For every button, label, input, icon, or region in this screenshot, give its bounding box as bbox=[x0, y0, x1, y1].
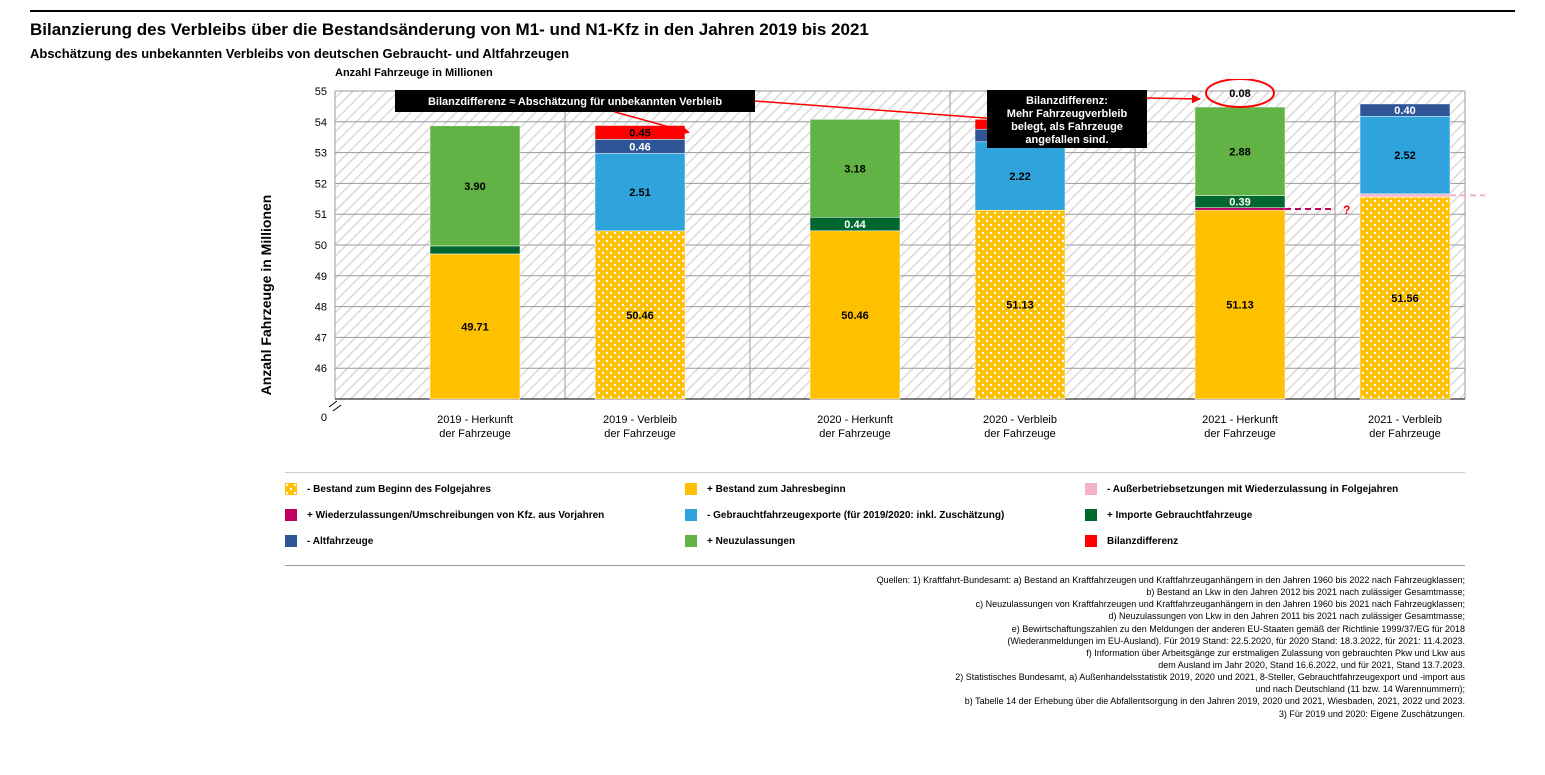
legend-label: + Bestand zum Jahresbeginn bbox=[707, 484, 846, 495]
legend-item: + Neuzulassungen bbox=[685, 535, 1065, 547]
legend-swatch bbox=[285, 483, 297, 495]
y-tick-label: 47 bbox=[315, 332, 327, 344]
legend-label: + Importe Gebrauchtfahrzeuge bbox=[1107, 510, 1252, 521]
bar-value-label: 2.51 bbox=[629, 187, 650, 199]
legend-swatch bbox=[1085, 509, 1097, 521]
y-tick-label: 53 bbox=[315, 148, 327, 160]
callout-text: Bilanzdifferenz: bbox=[1026, 95, 1108, 107]
legend-swatch bbox=[1085, 535, 1097, 547]
sources-block: Quellen: 1) Kraftfahrt-Bundesamt: a) Bes… bbox=[285, 565, 1465, 720]
legend-label: - Gebrauchtfahrzeugexporte (für 2019/202… bbox=[707, 510, 1004, 521]
source-line: b) Bestand an Lkw in den Jahren 2012 bis… bbox=[285, 586, 1465, 598]
callout-arrow bbox=[1147, 98, 1200, 99]
source-line: e) Bewirtschaftungszahlen zu den Meldung… bbox=[285, 623, 1465, 635]
x-category-label: der Fahrzeuge bbox=[819, 428, 891, 440]
source-line: Quellen: 1) Kraftfahrt-Bundesamt: a) Bes… bbox=[285, 574, 1465, 586]
bar-value-label: 2.52 bbox=[1394, 150, 1415, 162]
bar-value-label: 3.18 bbox=[844, 163, 865, 175]
bar-value-label: 0.46 bbox=[629, 141, 650, 153]
legend-swatch bbox=[685, 483, 697, 495]
y-tick-label: 49 bbox=[315, 271, 327, 283]
bar-segment bbox=[430, 246, 520, 254]
x-category-label: der Fahrzeuge bbox=[1369, 428, 1441, 440]
y-tick-label: 55 bbox=[315, 86, 327, 98]
bar-value-label: 51.13 bbox=[1006, 300, 1034, 312]
bar-segment bbox=[1360, 194, 1450, 197]
y-tick-label: 54 bbox=[315, 117, 327, 129]
legend-swatch bbox=[285, 535, 297, 547]
y-tick-label: 48 bbox=[315, 302, 327, 314]
y-tick-label: 46 bbox=[315, 363, 327, 375]
y-tick-label: 52 bbox=[315, 178, 327, 190]
circled-value: 0.08 bbox=[1229, 88, 1250, 100]
bar-value-label: 2.88 bbox=[1229, 146, 1250, 158]
page-subtitle: Abschätzung des unbekannten Verbleibs vo… bbox=[30, 46, 1515, 61]
page-title: Bilanzierung des Verbleibs über die Best… bbox=[30, 20, 1515, 40]
y-tick-label: 51 bbox=[315, 209, 327, 221]
legend-item: - Altfahrzeuge bbox=[285, 535, 665, 547]
x-category-label: der Fahrzeuge bbox=[984, 428, 1056, 440]
x-category-label: der Fahrzeuge bbox=[604, 428, 676, 440]
source-line: b) Tabelle 14 der Erhebung über die Abfa… bbox=[285, 695, 1465, 707]
legend-swatch bbox=[1085, 483, 1097, 495]
legend-item: + Wiederzulassungen/Umschreibungen von K… bbox=[285, 509, 665, 521]
source-line: c) Neuzulassungen von Kraftfahrzeugen un… bbox=[285, 598, 1465, 610]
y-tick-label: 50 bbox=[315, 240, 327, 252]
bar-value-label: 49.71 bbox=[461, 321, 489, 333]
bar-value-label: 3.90 bbox=[464, 181, 485, 193]
legend-item: - Bestand zum Beginn des Folgejahres bbox=[285, 483, 665, 495]
source-line: dem Ausland im Jahr 2020, Stand 16.6.202… bbox=[285, 659, 1465, 671]
x-category-label: 2021 - Herkunft bbox=[1202, 414, 1278, 426]
legend-swatch bbox=[285, 509, 297, 521]
source-line: d) Neuzulassungen von Lkw in den Jahren … bbox=[285, 610, 1465, 622]
source-line: und nach Deutschland (11 bzw. 14 Warennu… bbox=[285, 683, 1465, 695]
legend: - Bestand zum Beginn des Folgejahres + Be… bbox=[285, 472, 1465, 547]
x-category-label: 2021 - Verbleib bbox=[1368, 414, 1442, 426]
bar-value-label: 0.40 bbox=[1394, 105, 1415, 117]
legend-swatch bbox=[685, 509, 697, 521]
callout-text: Bilanzdifferenz ≈ Abschätzung für unbeka… bbox=[428, 96, 722, 108]
legend-label: - Bestand zum Beginn des Folgejahres bbox=[307, 484, 491, 495]
legend-item: + Bestand zum Jahresbeginn bbox=[685, 483, 1065, 495]
bar-value-label: 0.45 bbox=[629, 127, 650, 139]
bar-value-label: 0.44 bbox=[844, 219, 866, 231]
source-line: (Wiederanmeldungen im EU-Ausland). Für 2… bbox=[285, 635, 1465, 647]
legend-label: - Altfahrzeuge bbox=[307, 536, 373, 547]
x-category-label: der Fahrzeuge bbox=[1204, 428, 1276, 440]
bar-value-label: 2.22 bbox=[1009, 171, 1030, 183]
source-line: 3) Für 2019 und 2020: Eigene Zuschätzung… bbox=[285, 708, 1465, 720]
bar-value-label: 51.56 bbox=[1391, 293, 1419, 305]
source-line: f) Information über Arbeitsgänge zur ers… bbox=[285, 647, 1465, 659]
chart-unit-label: Anzahl Fahrzeuge in Millionen bbox=[335, 67, 493, 79]
source-line: 2) Statistisches Bundesamt, a) Außenhand… bbox=[285, 671, 1465, 683]
legend-label: + Neuzulassungen bbox=[707, 536, 795, 547]
x-category-label: der Fahrzeuge bbox=[439, 428, 511, 440]
callout-text: belegt, als Fahrzeuge bbox=[1011, 121, 1123, 133]
legend-item: + Importe Gebrauchtfahrzeuge bbox=[1085, 509, 1465, 521]
callout-text: angefallen sind. bbox=[1025, 134, 1108, 146]
y-zero-label: 0 bbox=[321, 412, 327, 424]
y-axis-title: Anzahl Fahrzeuge in Millionen bbox=[258, 155, 274, 435]
x-category-label: 2020 - Verbleib bbox=[983, 414, 1057, 426]
x-category-label: 2019 - Herkunft bbox=[437, 414, 513, 426]
x-category-label: 2019 - Verbleib bbox=[603, 414, 677, 426]
callout-text: Mehr Fahrzeugverbleib bbox=[1007, 108, 1128, 120]
legend-label: - Außerbetriebsetzungen mit Wiederzulass… bbox=[1107, 484, 1398, 495]
bar-value-label: 50.46 bbox=[626, 310, 654, 322]
legend-item: - Gebrauchtfahrzeugexporte (für 2019/202… bbox=[685, 509, 1065, 521]
legend-swatch bbox=[685, 535, 697, 547]
legend-item: - Außerbetriebsetzungen mit Wiederzulass… bbox=[1085, 483, 1465, 495]
bar-value-label: 0.39 bbox=[1229, 197, 1250, 209]
bar-value-label: 51.13 bbox=[1226, 300, 1254, 312]
legend-label: Bilanzdifferenz bbox=[1107, 536, 1178, 547]
legend-item: Bilanzdifferenz bbox=[1085, 535, 1465, 547]
stacked-bar-chart: 46 47 48 49 50 51 52 53 54 55 0 2019 - Herkunft der … bbox=[285, 79, 1515, 464]
legend-label: + Wiederzulassungen/Umschreibungen von K… bbox=[307, 510, 604, 521]
bar-value-label: 50.46 bbox=[841, 310, 869, 322]
x-category-label: 2020 - Herkunft bbox=[817, 414, 893, 426]
question-mark: ? bbox=[1343, 203, 1350, 217]
